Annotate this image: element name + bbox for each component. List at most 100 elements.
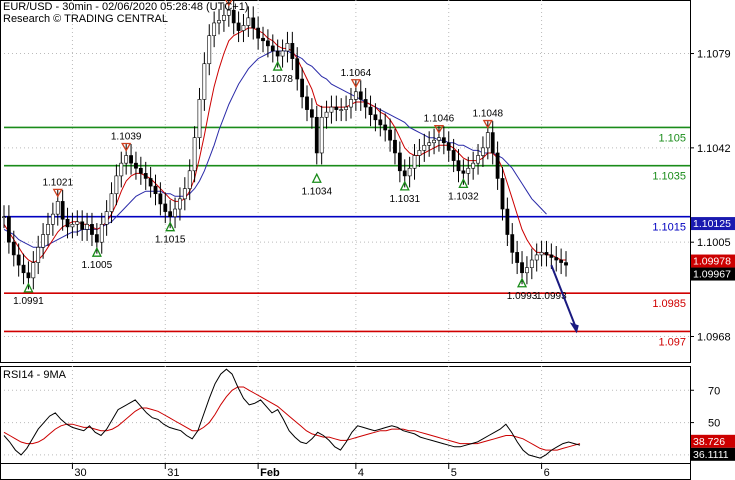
pivot-label: 1.1005 bbox=[82, 260, 113, 271]
level-label: 1.0985 bbox=[652, 298, 686, 310]
price-tag bbox=[691, 217, 735, 231]
price-candle-body bbox=[129, 155, 133, 164]
price-candle-body bbox=[65, 218, 70, 228]
pivot-label: 1.1034 bbox=[301, 186, 332, 197]
x-tick-label: 4 bbox=[358, 467, 364, 479]
x-tick-label: 31 bbox=[167, 467, 179, 479]
axis-layer: 30 31 Feb 4 5 6 1.1079 1.1042 1.1005 1.0968 1.1012… bbox=[71, 49, 735, 479]
price-candle-body bbox=[485, 132, 490, 149]
resistance-pivot-marker bbox=[433, 125, 445, 134]
price-candle-body bbox=[178, 198, 182, 210]
forecast-arrow-shaft bbox=[550, 264, 577, 328]
price-candle-body bbox=[163, 203, 168, 212]
price-candle-body bbox=[90, 224, 94, 235]
rsi-line bbox=[3, 368, 581, 459]
price-candle-body bbox=[534, 254, 539, 261]
price-candle-body bbox=[70, 224, 75, 228]
rsi-frame bbox=[0, 366, 691, 464]
rsi-value-tag bbox=[691, 434, 735, 448]
rsi-y-tick-label: 70 bbox=[708, 385, 720, 397]
price-candle-body bbox=[197, 99, 202, 138]
price-candle-body bbox=[212, 22, 217, 36]
price-candle-body bbox=[358, 91, 363, 100]
price-candle-body bbox=[256, 27, 261, 39]
price-candle-body bbox=[368, 106, 373, 116]
rsi-panel bbox=[3, 368, 581, 459]
support-pivot-marker bbox=[458, 177, 469, 189]
price-candle-body bbox=[417, 150, 422, 156]
price-candle-body bbox=[500, 178, 505, 210]
level-label: 1.097 bbox=[658, 336, 686, 348]
price-candle-body bbox=[80, 221, 85, 230]
support-pivot-marker bbox=[23, 282, 34, 293]
price-candle-body bbox=[481, 147, 485, 156]
price-candle-body bbox=[295, 58, 300, 80]
price-candle-body bbox=[407, 167, 412, 177]
price-candle-body bbox=[246, 17, 251, 26]
price-candle-body bbox=[510, 234, 515, 253]
pivot-label: 1.1015 bbox=[155, 235, 186, 246]
slow-ma-line bbox=[3, 50, 547, 248]
price-candle-body bbox=[226, 9, 231, 16]
pivot-label: 1.1039 bbox=[111, 132, 142, 143]
price-candle-body bbox=[388, 129, 392, 141]
y-tick-label: 1.0968 bbox=[697, 332, 731, 344]
price-candle-body bbox=[305, 96, 309, 110]
price-candle-body bbox=[31, 262, 36, 279]
x-tick-label: 30 bbox=[74, 467, 86, 479]
price-candle-body bbox=[275, 50, 280, 57]
price-candle-body bbox=[471, 162, 476, 169]
support-pivot-marker bbox=[311, 172, 322, 183]
price-candle-body bbox=[114, 175, 119, 195]
price-candle-body bbox=[412, 155, 417, 169]
price-candle-body bbox=[520, 262, 524, 274]
price-candle-body bbox=[466, 167, 471, 174]
price-candle-body bbox=[378, 119, 383, 126]
price-candle-body bbox=[94, 234, 99, 243]
y-tick-label: 1.1079 bbox=[697, 49, 731, 61]
x-tick-label: 6 bbox=[544, 467, 550, 479]
price-candle-body bbox=[329, 106, 334, 113]
price-candle-body bbox=[373, 114, 378, 121]
level-label: 1.1035 bbox=[652, 171, 686, 183]
support-pivot-marker bbox=[272, 60, 283, 71]
price-candle-body bbox=[397, 152, 402, 172]
price-candle-body bbox=[222, 14, 226, 21]
price-tag bbox=[691, 254, 735, 268]
price-candle-body bbox=[290, 43, 295, 59]
price-candle-body bbox=[241, 25, 246, 31]
price-candle-body bbox=[280, 50, 285, 57]
price-candle-body bbox=[270, 45, 275, 52]
y-tick-label: 1.1042 bbox=[697, 143, 731, 155]
pivot-label: 1.1032 bbox=[448, 191, 479, 202]
price-candle-body bbox=[525, 267, 529, 274]
price-candle-body bbox=[402, 170, 407, 177]
price-candle-body bbox=[495, 152, 500, 179]
price-candle-body bbox=[104, 211, 109, 225]
price-candle-body bbox=[505, 208, 510, 235]
price-candle-body bbox=[353, 91, 358, 100]
price-candle-body bbox=[158, 193, 163, 205]
pivot-label: 1.1048 bbox=[473, 109, 504, 120]
price-candle-body bbox=[153, 185, 158, 195]
pivot-label: 1.1031 bbox=[389, 194, 420, 205]
price-panel: 1.105 1.1035 1.1015 1.0985 1.097 1.0991 1.1021… bbox=[2, 0, 690, 348]
price-candle-body bbox=[46, 224, 50, 235]
price-candle-body bbox=[476, 155, 480, 164]
price-candle-body bbox=[2, 216, 6, 218]
rsi-value-tag bbox=[691, 447, 735, 461]
price-candle-body bbox=[99, 224, 104, 243]
pivot-label: 1.1064 bbox=[341, 68, 372, 79]
rsi-ma-line bbox=[3, 386, 581, 451]
pivot-label: 1.1078 bbox=[262, 74, 293, 85]
pivot-label: 1.0993 bbox=[507, 291, 538, 302]
price-candle-body bbox=[124, 155, 129, 164]
resistance-pivot-marker bbox=[350, 79, 361, 89]
price-candle-body bbox=[432, 139, 436, 144]
resistance-pivot-marker bbox=[225, 0, 233, 7]
price-candle-body bbox=[529, 259, 534, 268]
pivot-label: 1.1046 bbox=[424, 114, 455, 125]
resistance-pivot-marker bbox=[482, 119, 493, 129]
price-candle-body bbox=[41, 234, 45, 248]
fast-ma-line bbox=[3, 27, 566, 264]
